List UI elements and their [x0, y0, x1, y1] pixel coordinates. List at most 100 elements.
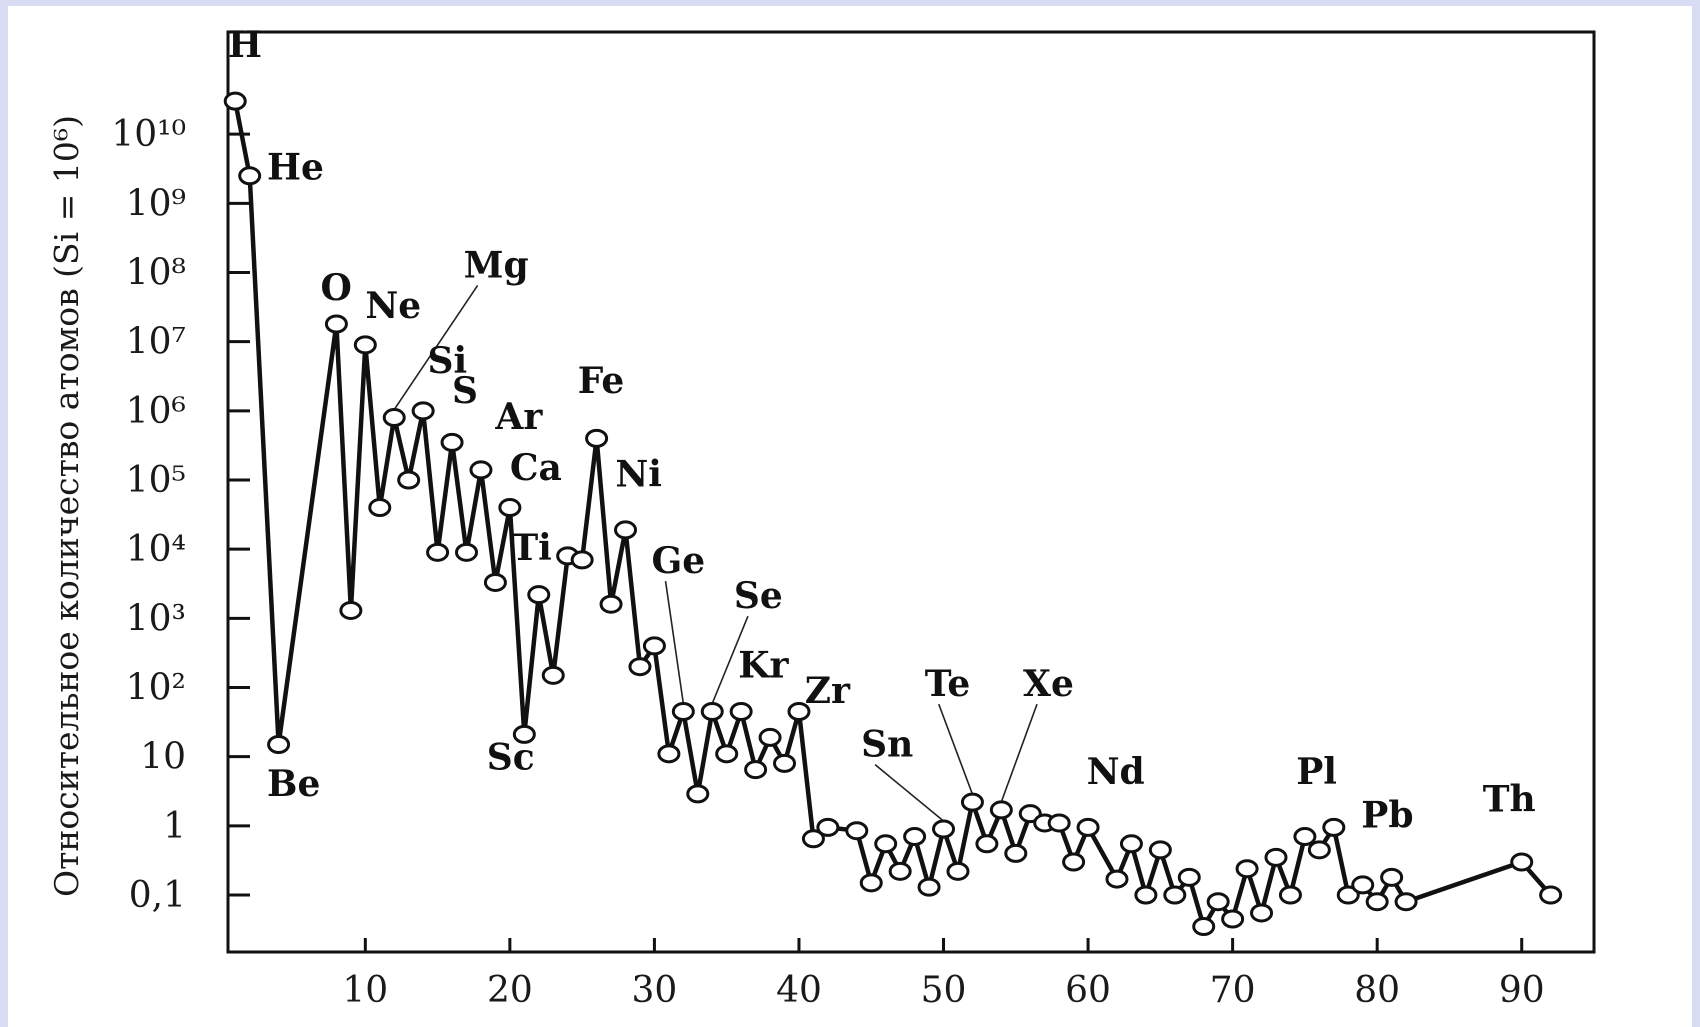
figure-panel: 0,1 1 10 10² 10³ 10⁴ 10⁵ 10⁶ 10⁷ 10⁸ 10⁹ 10¹⁰ 10 20 3…	[8, 6, 1692, 1027]
y-tick-label: 1	[163, 806, 186, 847]
abundance-chart: 0,1 1 10 10² 10³ 10⁴ 10⁵ 10⁶ 10⁷ 10⁸ 10⁹ 10¹⁰ 10 20 3…	[47, 24, 1596, 1011]
element-label: Kr	[738, 644, 789, 686]
x-tick-label: 60	[1065, 970, 1111, 1011]
y-tick-label: 10⁸	[126, 253, 186, 294]
data-point	[715, 744, 739, 764]
element-label: He	[267, 147, 324, 189]
data-point	[1264, 847, 1288, 867]
leader-line	[393, 284, 479, 410]
x-tick-label: 90	[1499, 970, 1545, 1011]
data-point	[758, 727, 782, 747]
data-point	[1365, 892, 1389, 912]
element-label: Sn	[861, 724, 913, 766]
data-point	[874, 834, 898, 854]
data-point	[686, 784, 710, 804]
abundance-line	[232, 100, 1553, 929]
data-point	[426, 542, 450, 562]
element-label: Ar	[494, 396, 543, 438]
data-point	[845, 821, 869, 841]
data-point	[1076, 817, 1100, 837]
leader-lines	[393, 284, 1038, 822]
data-point	[1206, 892, 1230, 912]
data-point	[917, 877, 941, 897]
data-point	[267, 734, 291, 754]
y-axis-ticks: 0,1 1 10 10² 10³ 10⁴ 10⁵ 10⁶ 10⁷ 10⁸ 10⁹ 10¹⁰	[111, 114, 250, 916]
data-point	[816, 817, 840, 837]
data-point	[671, 701, 695, 721]
element-label: Xe	[1023, 663, 1074, 705]
data-point	[700, 701, 724, 721]
y-tick-label: 10⁴	[126, 529, 186, 570]
element-label: Be	[267, 763, 320, 805]
x-tick-label: 30	[632, 970, 678, 1011]
data-point	[1047, 813, 1071, 833]
data-point	[512, 724, 536, 744]
y-tick-label: 0,1	[129, 875, 186, 916]
element-label: Ca	[510, 447, 562, 489]
data-point	[1351, 875, 1375, 895]
leader-line	[937, 703, 974, 795]
leader-line	[711, 615, 749, 704]
data-point	[483, 572, 507, 592]
data-point	[946, 861, 970, 881]
y-tick-label: 10	[140, 737, 186, 778]
element-label: Zr	[805, 670, 851, 712]
element-label: Pb	[1361, 794, 1413, 836]
y-tick-label: 10⁵	[126, 460, 186, 501]
data-point	[975, 834, 999, 854]
element-label: O	[321, 267, 352, 309]
data-point	[932, 819, 956, 839]
x-tick-label: 10	[342, 970, 388, 1011]
data-point	[541, 665, 565, 685]
data-point	[585, 428, 609, 448]
data-point	[1163, 885, 1187, 905]
element-label: Mg	[464, 244, 529, 286]
x-axis-ticks: 10 20 30 40 50 60 70 80 90	[342, 938, 1545, 1011]
element-label: Ge	[652, 540, 706, 582]
data-point	[599, 594, 623, 614]
data-point	[744, 760, 768, 780]
data-point	[903, 827, 927, 847]
data-point	[614, 520, 638, 540]
data-point	[1293, 827, 1317, 847]
data-point	[960, 792, 984, 812]
data-point	[368, 498, 392, 518]
data-point	[1278, 885, 1302, 905]
data-point	[1004, 843, 1028, 863]
data-point	[1148, 840, 1172, 860]
data-point	[238, 166, 262, 186]
plot-frame	[226, 30, 1596, 954]
data-point	[1510, 852, 1534, 872]
data-point	[1380, 867, 1404, 887]
data-point	[1134, 885, 1158, 905]
y-tick-label: 10²	[126, 668, 186, 709]
data-point	[324, 314, 348, 334]
leader-line	[874, 764, 945, 822]
element-label: Pl	[1296, 751, 1337, 793]
data-point	[859, 873, 883, 893]
data-point	[1177, 867, 1201, 887]
x-tick-label: 80	[1354, 970, 1400, 1011]
data-point	[339, 600, 363, 620]
data-point	[382, 408, 406, 428]
element-label: H	[228, 24, 262, 66]
data-point	[888, 861, 912, 881]
data-point	[657, 744, 681, 764]
data-point	[570, 550, 594, 570]
element-label: Se	[734, 575, 783, 617]
data-point	[440, 432, 464, 452]
data-point	[1394, 892, 1418, 912]
element-label: Si	[427, 340, 467, 382]
data-point	[801, 829, 825, 849]
data-point	[787, 701, 811, 721]
data-point	[411, 401, 435, 421]
x-tick-label: 70	[1210, 970, 1256, 1011]
data-point	[642, 636, 666, 656]
data-point	[498, 498, 522, 518]
y-tick-label: 10¹⁰	[111, 114, 186, 155]
data-point	[1119, 834, 1143, 854]
data-point	[469, 460, 493, 480]
element-label: Te	[925, 663, 971, 705]
data-point	[628, 657, 652, 677]
data-point	[729, 701, 753, 721]
